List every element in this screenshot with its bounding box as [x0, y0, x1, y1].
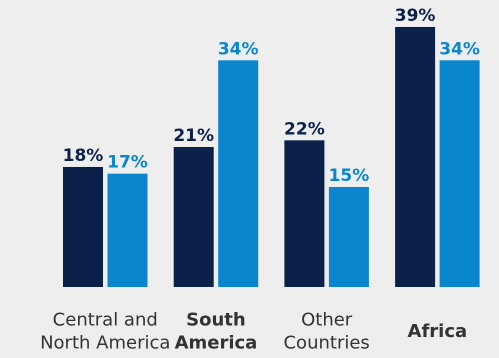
value-label: 17% [107, 153, 148, 173]
category-label: South [186, 310, 246, 331]
bar [395, 26, 436, 288]
bar [107, 173, 148, 287]
value-label: 15% [329, 166, 370, 186]
bar [328, 186, 369, 287]
category-label: America [175, 333, 258, 354]
value-label: 21% [173, 126, 214, 146]
value-label: 18% [63, 146, 104, 166]
category-label: North America [40, 333, 170, 354]
value-label: 39% [395, 6, 436, 26]
category-label: Africa [408, 321, 468, 342]
category-label: Countries [283, 333, 369, 354]
bar [439, 60, 480, 288]
category-label: Central and [53, 310, 158, 331]
bar [284, 140, 325, 287]
value-label: 22% [284, 119, 325, 139]
value-label: 34% [218, 39, 259, 59]
category-label: Other [301, 310, 353, 331]
bar [218, 60, 259, 288]
bar [173, 146, 214, 287]
value-label: 34% [439, 39, 480, 59]
bar [63, 166, 103, 287]
